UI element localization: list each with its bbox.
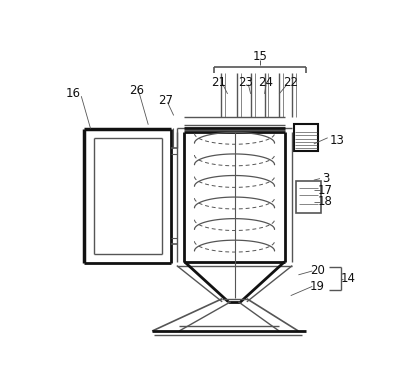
- Bar: [294, 124, 318, 151]
- Text: 19: 19: [310, 280, 325, 293]
- Text: 16: 16: [66, 88, 81, 100]
- Text: 23: 23: [239, 76, 253, 89]
- Text: 15: 15: [253, 50, 267, 63]
- Text: 20: 20: [310, 264, 325, 278]
- Text: 24: 24: [259, 76, 274, 89]
- Text: 13: 13: [330, 134, 344, 147]
- Text: 17: 17: [318, 184, 333, 197]
- Text: 22: 22: [283, 76, 298, 89]
- Text: 26: 26: [129, 84, 144, 97]
- Text: 3: 3: [322, 172, 329, 185]
- Text: 27: 27: [158, 93, 173, 107]
- Bar: [296, 181, 321, 213]
- Text: 14: 14: [341, 272, 356, 285]
- Text: 21: 21: [212, 76, 226, 89]
- Text: 18: 18: [318, 195, 333, 208]
